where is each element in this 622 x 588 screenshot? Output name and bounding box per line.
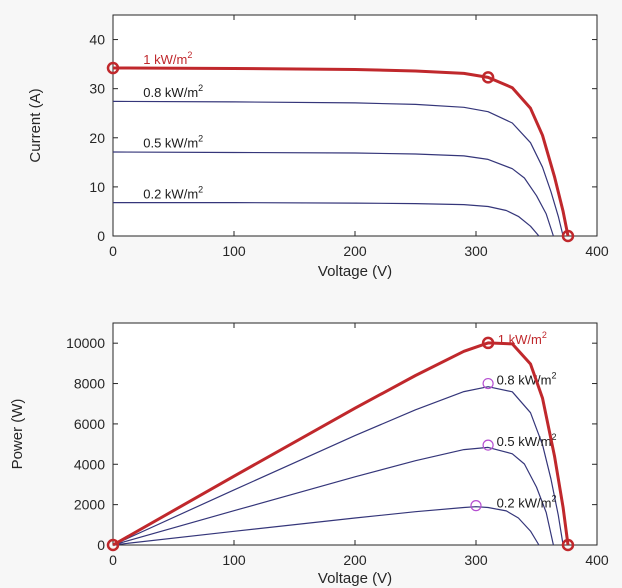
x-tick-label: 400 xyxy=(585,243,609,259)
series-label-1: 0.8 kW/m2 xyxy=(497,371,557,388)
series-line-3 xyxy=(113,202,540,237)
series-label-0: 1 kW/m2 xyxy=(143,50,192,67)
series-marker-0-2 xyxy=(561,538,575,552)
y-tick-label: 2000 xyxy=(74,497,105,513)
series-line-2 xyxy=(112,446,554,546)
y-tick-label: 20 xyxy=(89,130,105,146)
plot-area xyxy=(112,14,598,237)
current-voltage-chart: 0 100 200 300 400 0 10 20 30 40 Voltage (V) Current… xyxy=(27,14,609,280)
series-marker-0-2 xyxy=(561,229,575,243)
y-tick-label: 4000 xyxy=(74,456,105,472)
power-voltage-chart: 0 100 200 300 4000200040006000800010000Volta… xyxy=(9,322,609,587)
y-tick-label: 0 xyxy=(97,537,105,553)
x-tick-label: 0 xyxy=(109,552,117,568)
series-marker-0-0 xyxy=(106,61,120,75)
series-label-3: 0.2 kW/m2 xyxy=(497,493,557,510)
x-tick-label: 400 xyxy=(585,552,609,568)
x-tick-label: 300 xyxy=(464,552,488,568)
series-line-3 xyxy=(112,506,540,546)
x-axis-label: Voltage (V) xyxy=(318,263,392,280)
y-axis-label: Current (A) xyxy=(27,88,44,162)
series-line-1 xyxy=(112,386,564,546)
y-tick-label: 10000 xyxy=(66,335,105,351)
x-tick-label: 0 xyxy=(109,243,117,259)
x-tick-label: 100 xyxy=(222,243,246,259)
y-tick-label: 30 xyxy=(89,81,105,97)
series-marker-1-0 xyxy=(482,377,494,390)
x-tick-label: 100 xyxy=(222,552,246,568)
series-label-2: 0.5 kW/m2 xyxy=(497,432,557,449)
series-line-0 xyxy=(112,66,570,237)
y-tick-label: 0 xyxy=(97,228,105,244)
series-line-2 xyxy=(112,151,554,237)
series-label-0: 1 kW/m2 xyxy=(498,330,547,347)
x-tick-label: 200 xyxy=(343,243,367,259)
series-marker-0-1 xyxy=(481,336,495,350)
series-label-1: 0.8 kW/m2 xyxy=(143,83,203,100)
series-marker-2-0 xyxy=(482,439,494,451)
x-tick-label: 300 xyxy=(464,243,488,259)
y-axis-label: Power (W) xyxy=(9,399,26,470)
series-marker-0-0 xyxy=(106,538,120,552)
y-tick-label: 6000 xyxy=(74,416,105,432)
series-marker-3-0 xyxy=(470,500,482,512)
series-line-0 xyxy=(112,341,570,547)
y-tick-label: 10 xyxy=(89,179,105,195)
series-label-2: 0.5 kW/m2 xyxy=(143,134,203,151)
y-tick-label: 8000 xyxy=(74,376,105,392)
x-axis-label: Voltage (V) xyxy=(318,570,392,587)
x-tick-label: 200 xyxy=(343,552,367,568)
series-line-1 xyxy=(112,100,564,237)
series-label-3: 0.2 kW/m2 xyxy=(143,185,203,202)
y-tick-label: 40 xyxy=(89,32,105,48)
series-marker-0-1 xyxy=(481,71,495,84)
